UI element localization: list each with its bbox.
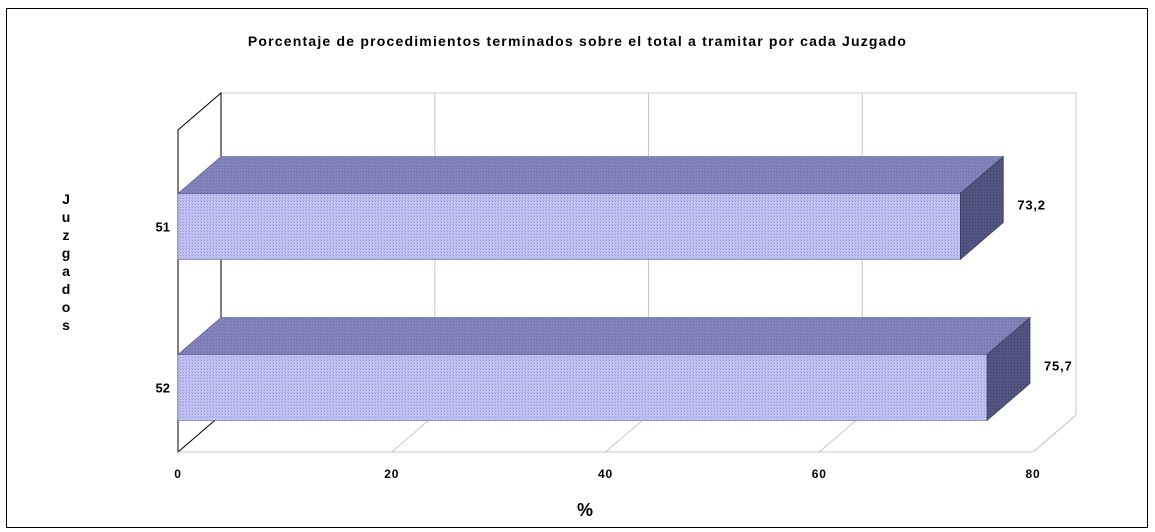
y-axis-title-letter: s <box>62 317 70 333</box>
bar-side <box>960 155 1004 261</box>
floor-gridline <box>818 414 863 453</box>
x-tick-label: 60 <box>812 467 827 481</box>
x-tick-label: 80 <box>1026 467 1041 481</box>
y-axis-title-letter: a <box>62 263 70 279</box>
y-category-label: 51 <box>156 220 170 235</box>
floor-gridline <box>1032 414 1077 453</box>
x-tick-label: 20 <box>384 467 399 481</box>
y-axis-title-letter: J <box>62 191 70 207</box>
y-axis-title-letter: d <box>61 281 71 297</box>
bar-front <box>177 193 961 260</box>
bar-top <box>177 317 1031 355</box>
data-label: 73,2 <box>1017 198 1046 213</box>
y-axis-title-letter: z <box>62 227 70 243</box>
labels: 0 20 40 60 80 51 73,2 52 75,7 <box>156 198 1073 482</box>
bar-front <box>177 354 988 421</box>
floor-gridline <box>605 414 649 453</box>
x-tick-label: 40 <box>598 467 613 481</box>
floor-gridline <box>391 414 436 453</box>
chart-title: Porcentaje de procedimientos terminados … <box>247 33 908 49</box>
y-category-label: 52 <box>156 381 170 396</box>
y-axis-title-letter: g <box>61 245 71 261</box>
bar-side <box>986 316 1031 422</box>
bar-top <box>177 156 1005 194</box>
x-tick-label: 0 <box>174 467 181 481</box>
chart-frame <box>6 8 1148 528</box>
bars <box>177 155 1031 422</box>
y-axis-title-letter: o <box>61 299 71 315</box>
data-label: 75,7 <box>1044 359 1073 374</box>
y-axis-title-letter: u <box>61 209 71 225</box>
x-axis-title: % <box>576 500 593 520</box>
